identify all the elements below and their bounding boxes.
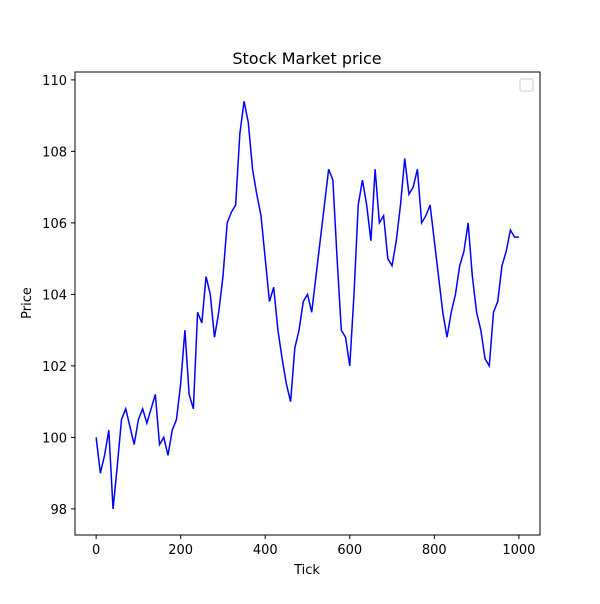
- legend-box: [519, 78, 534, 92]
- chart-title: Stock Market price: [232, 49, 381, 68]
- x-tick-label: 200: [168, 543, 193, 558]
- y-tick-label: 104: [42, 288, 67, 303]
- x-axis-label: Tick: [293, 563, 320, 578]
- x-tick-label: 800: [422, 543, 447, 558]
- y-axis-label: Price: [20, 287, 35, 319]
- y-tick-label: 108: [42, 145, 67, 160]
- x-tick-label: 0: [92, 543, 100, 558]
- plot-frame: [74, 71, 541, 536]
- y-tick-label: 106: [42, 217, 67, 232]
- price-line: [95, 101, 519, 509]
- y-tick-label: 98: [50, 503, 67, 518]
- y-tick-label: 102: [42, 360, 67, 375]
- x-tick-label: 600: [337, 543, 362, 558]
- y-tick-label: 110: [42, 74, 67, 89]
- y-tick-label: 100: [42, 431, 67, 446]
- x-tick-label: 1000: [502, 543, 535, 558]
- x-tick-label: 400: [253, 543, 278, 558]
